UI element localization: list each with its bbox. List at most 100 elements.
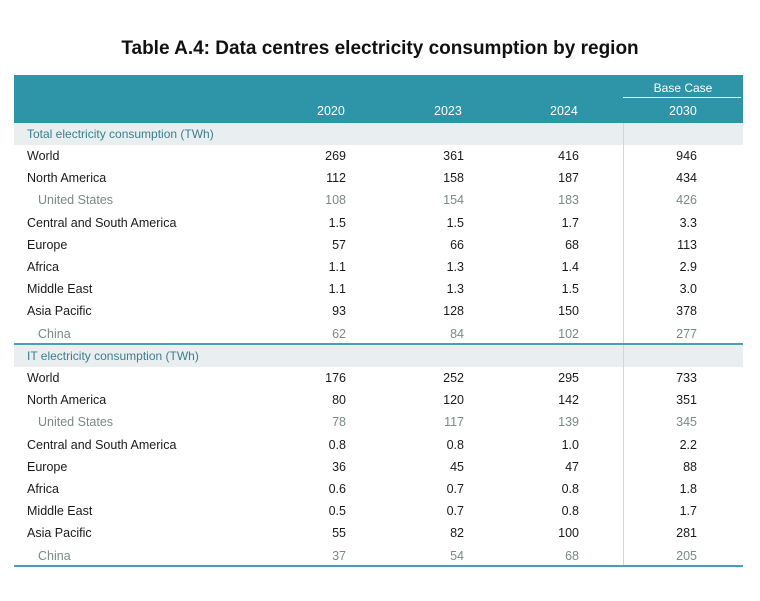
cell-value: 351 bbox=[676, 393, 697, 408]
table-row: Central and South America 1.5 1.5 1.7 3.3 bbox=[14, 212, 743, 234]
cell-value: 47 bbox=[565, 459, 579, 474]
row-label: World bbox=[27, 149, 60, 163]
cell-value: 3.3 bbox=[679, 215, 697, 230]
table-row: China 62 84 102 277 bbox=[14, 323, 743, 345]
row-label: North America bbox=[27, 171, 107, 186]
row-label: Central and South America bbox=[27, 437, 177, 452]
table-row: Middle East 1.1 1.3 1.5 3.0 bbox=[14, 278, 743, 300]
cell-value: 434 bbox=[676, 171, 697, 186]
cell-value: 1.7 bbox=[679, 504, 697, 519]
row-label: Middle East bbox=[27, 282, 93, 297]
year-header-2020: 2020 bbox=[317, 104, 345, 118]
cell-value: 82 bbox=[450, 526, 464, 541]
cell-value: 0.6 bbox=[328, 482, 346, 496]
row-label: China bbox=[38, 548, 71, 563]
cell-value: 54 bbox=[450, 548, 464, 563]
row-label: United States bbox=[38, 415, 114, 430]
cell-value: 150 bbox=[558, 304, 579, 319]
table-row: World 269 361 416 946 bbox=[14, 145, 743, 167]
cell-value: 1.0 bbox=[561, 437, 579, 452]
cell-value: 733 bbox=[676, 371, 697, 385]
table-row: Africa 0.6 0.7 0.8 1.8 bbox=[14, 478, 743, 500]
row-label: Asia Pacific bbox=[27, 526, 92, 541]
year-header-2024: 2024 bbox=[550, 104, 578, 118]
section-label: IT electricity consumption (TWh) bbox=[27, 349, 199, 363]
row-label: China bbox=[38, 326, 71, 341]
cell-value: 1.3 bbox=[446, 260, 464, 274]
row-label: Africa bbox=[27, 482, 59, 496]
cell-value: 361 bbox=[443, 149, 464, 163]
cell-value: 117 bbox=[444, 415, 464, 430]
table-row: World 176 252 295 733 bbox=[14, 367, 743, 389]
cell-value: 277 bbox=[676, 326, 697, 341]
section-header: Total electricity consumption (TWh) bbox=[14, 123, 743, 145]
section-separator bbox=[14, 343, 743, 345]
cell-value: 205 bbox=[676, 548, 697, 563]
cell-value: 1.3 bbox=[446, 282, 464, 297]
row-label: Asia Pacific bbox=[27, 304, 92, 319]
cell-value: 1.5 bbox=[328, 215, 346, 230]
year-header-2030: 2030 bbox=[669, 104, 697, 118]
cell-value: 426 bbox=[676, 193, 697, 208]
table-header: Base Case 2020 2023 2024 2030 bbox=[14, 75, 743, 123]
cell-value: 57 bbox=[332, 237, 346, 252]
cell-value: 1.1 bbox=[328, 260, 346, 274]
cell-value: 269 bbox=[325, 149, 346, 163]
row-label: United States bbox=[38, 193, 114, 208]
cell-value: 62 bbox=[332, 326, 346, 341]
row-label: World bbox=[27, 371, 60, 385]
section-header: IT electricity consumption (TWh) bbox=[14, 345, 743, 367]
section-label: Total electricity consumption (TWh) bbox=[27, 127, 214, 141]
cell-value: 1.4 bbox=[561, 260, 579, 274]
cell-value: 416 bbox=[558, 149, 579, 163]
cell-value: 3.0 bbox=[679, 282, 697, 297]
cell-value: 378 bbox=[676, 304, 697, 319]
table-row: Middle East 0.5 0.7 0.8 1.7 bbox=[14, 500, 743, 522]
table-row: Central and South America 0.8 0.8 1.0 2.2 bbox=[14, 434, 743, 456]
table-row: United States 78 117 139 345 bbox=[14, 411, 743, 433]
cell-value: 158 bbox=[443, 171, 464, 186]
table-row: United States 108 154 183 426 bbox=[14, 189, 743, 211]
row-label: Middle East bbox=[27, 504, 93, 519]
cell-value: 45 bbox=[450, 459, 464, 474]
cell-value: 0.8 bbox=[561, 482, 579, 496]
cell-value: 1.1 bbox=[328, 282, 346, 297]
table-row: China 37 54 68 205 bbox=[14, 545, 743, 567]
cell-value: 139 bbox=[558, 415, 579, 430]
cell-value: 55 bbox=[332, 526, 346, 541]
cell-value: 128 bbox=[443, 304, 464, 319]
cell-value: 88 bbox=[683, 459, 697, 474]
base-case-label: Base Case bbox=[653, 81, 713, 95]
base-case-underline bbox=[623, 97, 741, 98]
cell-value: 102 bbox=[558, 326, 579, 341]
cell-value: 112 bbox=[326, 171, 346, 186]
cell-value: 0.5 bbox=[328, 504, 346, 519]
row-label: Central and South America bbox=[27, 215, 177, 230]
table-bottom-rule bbox=[14, 565, 743, 567]
table-row: North America 80 120 142 351 bbox=[14, 389, 743, 411]
cell-value: 93 bbox=[332, 304, 346, 319]
table-row: Africa 1.1 1.3 1.4 2.9 bbox=[14, 256, 743, 278]
cell-value: 252 bbox=[443, 371, 464, 385]
cell-value: 0.8 bbox=[561, 504, 579, 519]
table-row: Asia Pacific 55 82 100 281 bbox=[14, 522, 743, 544]
table-title: Table A.4: Data centres electricity cons… bbox=[121, 38, 639, 59]
cell-value: 0.7 bbox=[446, 482, 464, 496]
cell-value: 37 bbox=[332, 548, 346, 563]
cell-value: 176 bbox=[325, 371, 346, 385]
cell-value: 68 bbox=[565, 548, 579, 563]
cell-value: 183 bbox=[558, 193, 579, 208]
cell-value: 120 bbox=[443, 393, 464, 408]
cell-value: 1.5 bbox=[561, 282, 579, 297]
cell-value: 78 bbox=[332, 415, 346, 430]
cell-value: 66 bbox=[450, 237, 464, 252]
cell-value: 345 bbox=[676, 415, 697, 430]
cell-value: 281 bbox=[676, 526, 697, 541]
column-divider bbox=[623, 123, 624, 344]
table-row: Europe 57 66 68 113 bbox=[14, 234, 743, 256]
row-label: North America bbox=[27, 393, 107, 408]
cell-value: 113 bbox=[677, 237, 697, 252]
cell-value: 295 bbox=[558, 371, 579, 385]
table-row: Europe 36 45 47 88 bbox=[14, 456, 743, 478]
cell-value: 1.7 bbox=[561, 215, 579, 230]
